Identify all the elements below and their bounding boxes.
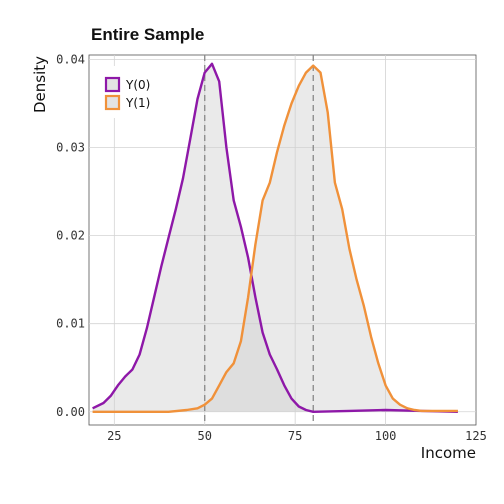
density-lines [92, 62, 458, 413]
y-tick-label: 0.01 [56, 317, 85, 331]
y-axis-label: Density [31, 56, 49, 113]
x-tick-label: 75 [288, 429, 302, 443]
density-areas [92, 63, 458, 412]
x-tick-label: 25 [107, 429, 121, 443]
chart-title: Entire Sample [91, 25, 204, 44]
line-y1 [92, 64, 458, 413]
x-tick-label: 50 [198, 429, 212, 443]
y-tick-label: 0.04 [56, 52, 85, 66]
area-y1 [92, 65, 458, 412]
line-y0 [92, 62, 458, 413]
x-tick-label: 100 [375, 429, 397, 443]
y-tick-label: 0.02 [56, 229, 85, 243]
x-axis-ticks: 25 50 75 100 125 [107, 429, 487, 443]
y-axis-ticks: 0.00 0.01 0.02 0.03 0.04 [56, 52, 85, 418]
legend-key-y1 [104, 94, 121, 111]
reference-lines [204, 55, 314, 425]
x-axis-label: Income [421, 444, 476, 462]
area-y0 [92, 63, 458, 412]
legend-key-y0 [104, 76, 121, 93]
legend: Y(0) Y(1) [98, 66, 156, 118]
legend-label-y1: Y(1) [125, 96, 150, 110]
x-tick-label: 125 [465, 429, 487, 443]
y-tick-label: 0.03 [56, 141, 85, 155]
y-tick-label: 0.00 [56, 405, 85, 419]
legend-label-y0: Y(0) [125, 78, 150, 92]
